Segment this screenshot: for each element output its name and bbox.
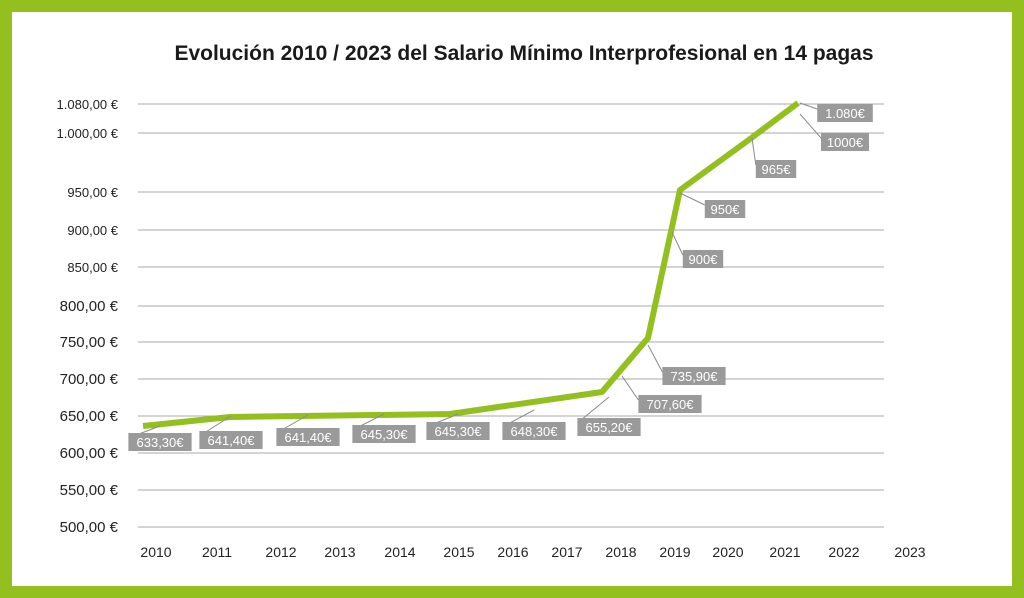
data-label-leader: [671, 231, 684, 256]
data-label: 735,90€: [671, 369, 719, 384]
series-line-path: [142, 100, 800, 429]
y-tick-label: 600,00 €: [60, 445, 119, 462]
data-label-box: [682, 250, 724, 268]
x-tick-label: 2017: [551, 544, 582, 560]
y-tick-label: 550,00 €: [60, 482, 119, 499]
series-line: [142, 100, 800, 429]
data-label-box: [426, 422, 490, 440]
x-tick-label: 2016: [497, 544, 528, 560]
x-tick-label: 2021: [769, 544, 800, 560]
data-labels: 633,30€ 641,40€ 641,40€ 645,30€ 645,30€ 648,3…: [128, 102, 873, 451]
x-tick-label: 2018: [605, 544, 636, 560]
x-tick-label: 2015: [443, 544, 474, 560]
y-tick-label: 700,00 €: [60, 371, 119, 388]
data-label-box: [199, 431, 263, 449]
data-label: 648,30€: [511, 424, 559, 439]
x-tick-label: 2013: [324, 544, 355, 560]
data-label: 707,60€: [647, 397, 695, 412]
y-tick-label: 950,00 €: [67, 185, 118, 200]
data-label-box: [577, 418, 641, 436]
x-tick-labels: 2010 2011 2012 2013 2014 2015 2016 2017 2018 2019…: [140, 544, 925, 560]
y-tick-label: 800,00 €: [60, 298, 119, 315]
data-label: 965€: [762, 162, 792, 177]
data-label-box: [352, 425, 416, 443]
y-tick-label: 650,00 €: [60, 408, 119, 425]
x-tick-label: 2020: [712, 544, 743, 560]
y-tick-labels: 1.080,00 € 1.000,00 € 950,00 € 900,00 € 850,…: [57, 97, 119, 536]
x-tick-label: 2019: [659, 544, 690, 560]
data-label: 633,30€: [137, 435, 185, 450]
x-tick-label: 2014: [384, 544, 415, 560]
data-label: 645,30€: [361, 427, 409, 442]
y-tick-label: 900,00 €: [67, 223, 118, 238]
x-tick-label: 2022: [828, 544, 859, 560]
data-label: 641,40€: [208, 433, 256, 448]
data-label-leader: [647, 344, 663, 373]
y-tick-label: 850,00 €: [67, 260, 118, 275]
chart-title: Evolución 2010 / 2023 del Salario Mínimo…: [174, 42, 874, 65]
data-label: 655,20€: [586, 420, 634, 435]
data-label-box: [662, 367, 726, 385]
data-label-box: [502, 422, 566, 440]
data-label: 1.080€: [825, 106, 866, 121]
data-label: 950€: [711, 202, 741, 217]
y-tick-label: 750,00 €: [60, 334, 119, 351]
data-label-leader: [621, 375, 639, 401]
data-label: 645,30€: [435, 424, 483, 439]
data-label-leader: [751, 137, 757, 166]
data-label: 1000€: [827, 135, 864, 150]
data-label-leader: [679, 192, 706, 206]
data-label-box: [128, 433, 192, 451]
data-label: 900€: [689, 252, 719, 267]
data-label-box: [704, 200, 746, 218]
x-tick-label: 2011: [202, 544, 232, 560]
gridlines: [138, 103, 884, 528]
y-tick-label: 1.000,00 €: [57, 126, 119, 141]
data-label-leader: [799, 113, 822, 139]
x-tick-label: 2012: [265, 544, 296, 560]
x-tick-label: 2023: [894, 544, 925, 560]
data-label-box: [276, 428, 340, 446]
x-tick-label: 2010: [140, 544, 171, 560]
data-label-box: [638, 395, 702, 413]
y-tick-label: 1.080,00 €: [57, 97, 119, 112]
y-tick-label: 500,00 €: [60, 519, 119, 536]
data-label-leader: [799, 102, 818, 110]
data-label-box: [755, 160, 797, 178]
data-label-box: [821, 133, 869, 151]
data-label: 641,40€: [285, 430, 333, 445]
data-label-box: [817, 104, 873, 122]
